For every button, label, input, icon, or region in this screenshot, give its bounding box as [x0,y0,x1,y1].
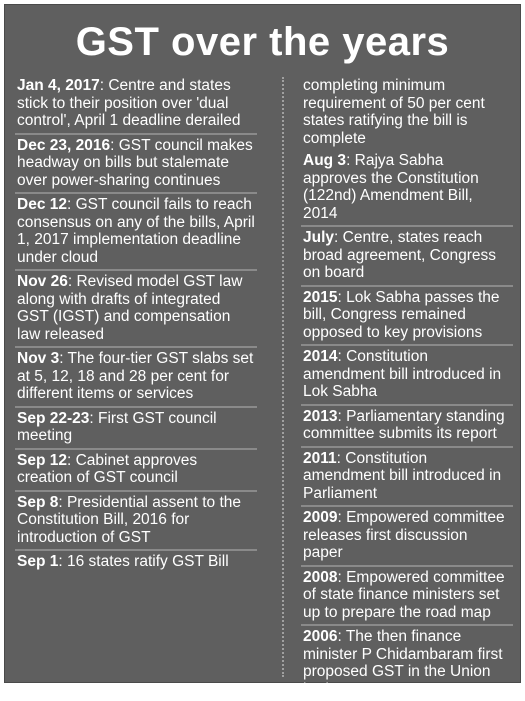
entry-text: : The then finance minister P Chidambara… [303,628,503,698]
entry-date: Aug 3 [303,152,347,169]
entry-text: : Empowered committee of state finance m… [303,568,505,621]
entry-date: Jan 4, 2017 [17,77,100,94]
entry-date: Nov 3 [17,350,60,367]
timeline-entry: 2006: The then finance minister P Chidam… [301,624,513,701]
entry-date: Sep 12 [17,451,67,469]
entry-text: : Empowered committee releases first dis… [303,509,505,561]
entry-date: 2006 [303,628,338,645]
entry-date: 2015 [303,288,338,306]
timeline-entry: 2009: Empowered committee releases first… [301,505,513,565]
timeline-entry: Jan 4, 2017: Centre and states stick to … [15,75,257,133]
timeline-left-column: Jan 4, 2017: Centre and states stick to … [15,75,257,574]
entry-text: : Rajya Sabha approves the Constitution … [303,152,479,222]
entry-text: : Centre, states reach broad agreement, … [303,229,497,281]
timeline-entry: 2011: Constitution amendment bill introd… [301,445,513,506]
infographic-panel: GST over the years Jan 4, 2017: Centre a… [4,4,521,698]
entry-text: : Centre and states stick to their posit… [17,77,241,129]
timeline-entry: Dec 12: GST council fails to reach conse… [15,192,257,269]
entry-date: July [303,229,335,246]
entry-date: Dec 23, 2016 [17,136,111,154]
entry-text: : 16 states ratify GST Bill [58,553,229,570]
entry-date: Nov 26 [17,273,68,290]
entry-text: : First GST council meeting [17,409,217,445]
timeline-entry: 2015: Lok Sabha passes the bill, Congres… [301,284,513,345]
timeline-entry: Sep 8: Presidential assent to the Consti… [15,489,257,550]
entry-date: 2011 [303,449,337,467]
entry-date: Dec 12 [17,196,67,213]
entry-text: : The four-tier GST slabs set at 5, 12, … [17,350,254,402]
timeline-entry: July: Centre, states reach broad agreeme… [301,225,513,285]
timeline-entry: 2013: Parliamentary standing committee s… [301,403,513,446]
timeline-entry: 2014: Constitution amendment bill introd… [301,344,513,404]
entry-text: : Parliamentary standing committee submi… [303,407,505,443]
entry-date: 2014 [303,348,338,365]
entry-text: : GST council fails to reach consensus o… [17,196,255,266]
entry-text: : Constitution amendment bill introduced… [303,348,502,400]
timeline-entry: Dec 23, 2016: GST council makes headway … [15,132,257,193]
entry-text: : Lok Sabha passes the bill, Congress re… [303,288,500,341]
timeline-entry: Sep 22-23: First GST council meeting [15,405,257,448]
column-divider [282,77,284,677]
timeline-right-column: completing minimum requirement of 50 per… [301,75,513,701]
page-title: GST over the years [75,20,450,64]
entry-date: 2008 [303,568,338,586]
timeline-entry: Aug 3: Rajya Sabha approves the Constitu… [301,150,513,225]
timeline-entry: Sep 12: Cabinet approves creation of GST… [15,447,257,490]
entry-text: : Constitution amendment bill introduced… [303,449,502,502]
entry-text: : Revised model GST law along with draft… [17,273,243,343]
entry-text: : Presidential assent to the Constitutio… [17,493,242,546]
entry-date: 2013 [303,407,338,425]
timeline-entry: 2008: Empowered committee of state finan… [301,564,513,625]
entry-continuation: completing minimum requirement of 50 per… [303,77,485,147]
timeline-entry: Nov 3: The four-tier GST slabs set at 5,… [15,346,257,406]
entry-date: Sep 8 [17,493,59,511]
entry-date: Sep 1 [17,553,59,570]
entry-text: : GST council makes headway on bills but… [17,136,253,189]
entry-date: Sep 22-23 [17,409,90,427]
timeline-entry: Sep 1: 16 states ratify GST Bill [15,549,257,574]
entry-text: : Cabinet approves creation of GST counc… [17,451,198,487]
timeline-entry: Nov 26: Revised model GST law along with… [15,269,257,346]
entry-date: 2009 [303,509,338,526]
